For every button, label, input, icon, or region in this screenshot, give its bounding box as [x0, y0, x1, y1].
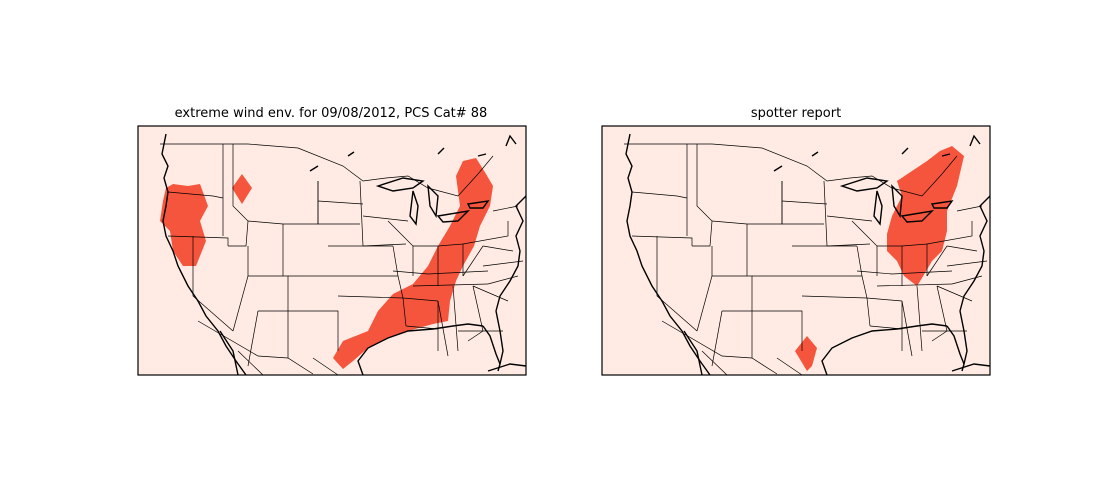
- region-texas-coast: [795, 336, 817, 371]
- spotter-report-regions: [795, 146, 964, 371]
- map-panel-extreme-wind: [137, 125, 527, 376]
- region-montana: [232, 174, 252, 204]
- map-panel-spotter-report: [601, 125, 991, 376]
- panel-title-extreme-wind: extreme wind env. for 09/08/2012, PCS Ca…: [174, 106, 488, 121]
- region-pacific-northwest: [160, 184, 208, 266]
- panel-title-spotter-report: spotter report: [750, 106, 842, 121]
- region-northeast: [887, 146, 964, 286]
